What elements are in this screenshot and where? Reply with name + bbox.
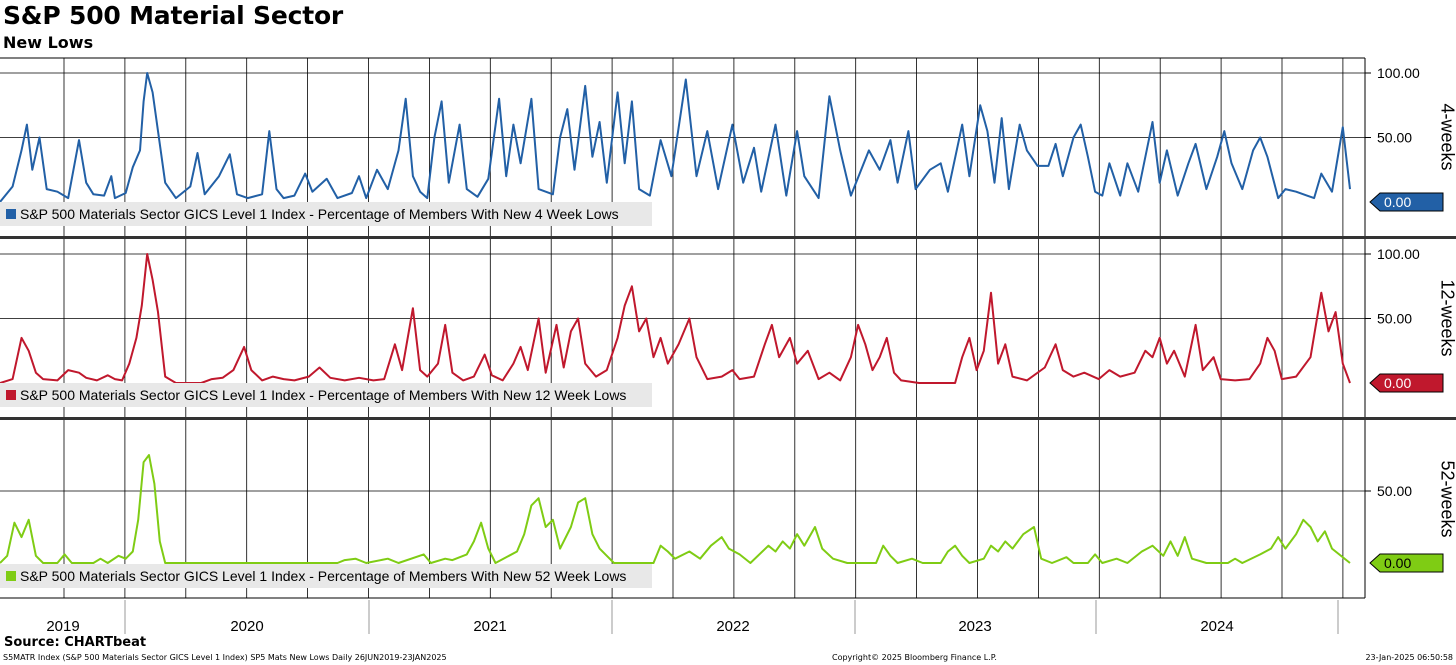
x-tick-label: 2021	[473, 618, 506, 635]
last-value-label-4w: 0.00	[1384, 194, 1411, 210]
series-line-4w	[0, 72, 1351, 203]
last-value-label-12w: 0.00	[1384, 375, 1411, 391]
legend-swatch-52w	[6, 571, 16, 581]
panel-separator	[0, 236, 1456, 239]
last-value-marker-4w	[1369, 192, 1444, 212]
footer-timestamp: 23-Jan-2025 06:50:58	[1365, 653, 1453, 662]
series-line-12w	[0, 253, 1351, 384]
legend-box-12w	[0, 383, 652, 407]
x-tick-label: 2020	[230, 618, 263, 635]
panel-side-label-4w: 4-weeks	[1437, 103, 1456, 170]
legend-box-4w	[0, 202, 652, 226]
panel-side-label-52w: 52-weeks	[1437, 460, 1456, 537]
last-value-marker-52w	[1369, 553, 1444, 573]
last-value-label-52w: 0.00	[1384, 555, 1411, 571]
legend-label-52w: S&P 500 Materials Sector GICS Level 1 In…	[20, 568, 626, 584]
x-tick-label: 2022	[716, 618, 749, 635]
series-line-52w	[0, 454, 1351, 564]
last-value-marker-12w	[1369, 373, 1444, 393]
x-tick-label: 2024	[1200, 618, 1233, 635]
y-tick-label: 50.00	[1377, 483, 1412, 499]
y-tick-label: 50.00	[1377, 311, 1412, 327]
legend-box-52w	[0, 564, 652, 588]
x-tick-label: 2019	[46, 618, 79, 635]
legend-swatch-4w	[6, 209, 16, 219]
y-tick-label: 100.00	[1377, 246, 1420, 262]
legend-swatch-12w	[6, 390, 16, 400]
footer-copyright: Copyright© 2025 Bloomberg Finance L.P.	[832, 653, 997, 662]
chart-title: S&P 500 Material Sector	[3, 1, 344, 30]
chart-subtitle: New Lows	[3, 33, 94, 52]
footer-series-info: S5MATR Index (S&P 500 Materials Sector G…	[3, 653, 447, 662]
legend-label-12w: S&P 500 Materials Sector GICS Level 1 In…	[20, 387, 626, 403]
source-note: Source: CHARTbeat	[4, 635, 147, 650]
y-tick-label: 100.00	[1377, 65, 1420, 81]
x-tick-label: 2023	[958, 618, 991, 635]
y-tick-label: 50.00	[1377, 130, 1412, 146]
panel-separator	[0, 417, 1456, 420]
panel-side-label-12w: 12-weeks	[1437, 279, 1456, 356]
legend-label-4w: S&P 500 Materials Sector GICS Level 1 In…	[20, 206, 619, 222]
